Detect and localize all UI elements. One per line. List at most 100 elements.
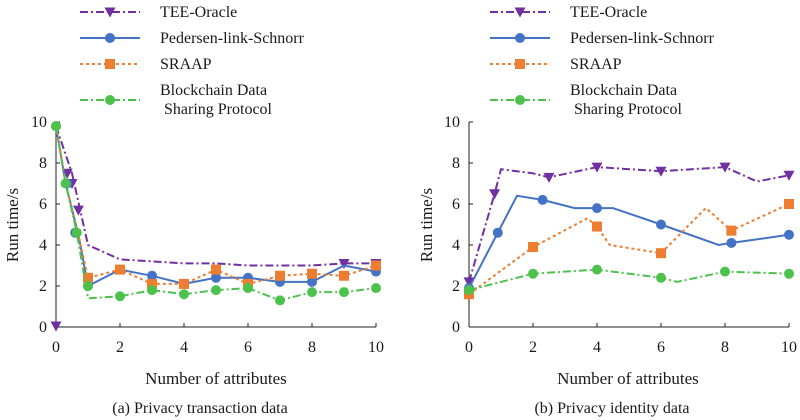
x-tick-label: 4: [180, 339, 188, 356]
chart-caption: (a) Privacy transaction data: [112, 400, 287, 417]
data-point: [528, 268, 538, 279]
legend-label: SRAAP: [160, 56, 212, 73]
legend-marker: [515, 95, 525, 105]
y-tick-label: 6: [39, 196, 47, 213]
x-tick-label: 10: [368, 339, 384, 356]
data-point: [784, 268, 794, 279]
legend-marker: [105, 95, 115, 105]
legend-label: Blockchain Data: [570, 82, 677, 99]
data-point: [50, 321, 62, 332]
legend-label: Pedersen-link-Schnorr: [160, 30, 305, 47]
legend-item: TEE-Oracle: [80, 4, 237, 21]
legend: TEE-Oracle Pedersen-link-Schnorr SRAAP Bloc…: [80, 4, 305, 118]
legend: TEE-Oracle Pedersen-link-Schnorr SRAAP Bloc…: [490, 4, 715, 118]
x-axis-label: Number of attributes: [145, 369, 287, 388]
data-point: [60, 178, 71, 189]
legend-item: SRAAP: [80, 56, 212, 73]
data-point: [243, 283, 253, 294]
data-point: [655, 166, 667, 177]
y-tick-label: 4: [452, 237, 460, 254]
data-point: [543, 172, 555, 183]
y-tick-label: 0: [452, 319, 460, 336]
x-tick-label: 2: [116, 339, 124, 356]
data-point: [489, 189, 501, 200]
data-point: [275, 270, 285, 281]
legend-marker: [105, 59, 115, 69]
data-point: [339, 287, 349, 298]
data-point: [275, 295, 285, 306]
legend-label: Sharing Protocol: [570, 101, 683, 118]
legend-label: TEE-Oracle: [570, 4, 647, 21]
legend-label: Sharing Protocol: [160, 101, 273, 118]
data-point: [83, 272, 93, 283]
data-point: [338, 258, 350, 269]
data-point: [211, 285, 221, 296]
y-tick-label: 10: [31, 114, 47, 131]
data-point: [307, 287, 317, 298]
legend-item: SRAAP: [490, 56, 622, 73]
legend-label: SRAAP: [570, 56, 622, 73]
y-tick-label: 2: [39, 278, 47, 295]
series-line: [468, 268, 790, 292]
data-point: [211, 272, 221, 283]
series-line: [55, 125, 377, 285]
data-point: [211, 264, 221, 275]
data-point: [115, 291, 125, 302]
data-point: [83, 281, 93, 291]
data-point: [307, 268, 317, 279]
data-point: [656, 248, 666, 259]
legend-label: Blockchain Data: [160, 82, 267, 99]
panel-privacy-transaction-data: Run time/s Number of attributes (a) Priv…: [3, 4, 384, 417]
series-line: [468, 166, 790, 283]
data-point: [179, 278, 189, 289]
y-tick-label: 6: [452, 196, 460, 213]
x-axis-label: Number of attributes: [557, 369, 699, 388]
data-point: [371, 283, 381, 294]
data-point: [656, 272, 666, 283]
x-tick-label: 8: [308, 339, 316, 356]
y-tick-label: 10: [444, 114, 460, 131]
data-point: [784, 229, 794, 240]
y-tick-label: 8: [39, 155, 47, 172]
legend-item: Blockchain Data Sharing Protocol: [80, 82, 273, 118]
series-tee-oracle: [463, 162, 795, 288]
data-point: [528, 242, 538, 253]
chart-caption: (b) Privacy identity data: [534, 400, 689, 417]
axes: 0 2 4 6 8 10 0 2 4 6 8 10: [444, 114, 797, 356]
data-point: [783, 170, 795, 181]
series-line: [55, 125, 377, 288]
series-line: [468, 203, 790, 296]
legend-item: Pedersen-link-Schnorr: [490, 30, 715, 47]
legend-marker: [515, 59, 525, 69]
x-tick-label: 6: [657, 339, 665, 356]
series-blockchain-data-sharing-protocol: [464, 264, 794, 296]
legend-marker: [104, 7, 116, 18]
axes: 0 2 4 6 8 10 0 2 4 6 8 10: [31, 114, 384, 356]
data-point: [307, 276, 317, 287]
data-point: [179, 289, 189, 300]
data-point: [591, 162, 603, 173]
x-tick-label: 2: [529, 339, 537, 356]
x-tick-label: 0: [465, 339, 473, 356]
series-pedersen-link-schnorr: [464, 194, 794, 294]
data-point: [720, 266, 730, 277]
x-tick-label: 8: [721, 339, 729, 356]
data-point: [592, 264, 602, 275]
data-point: [147, 285, 157, 296]
series-line: [55, 125, 376, 267]
data-point: [719, 162, 731, 173]
data-point: [147, 278, 157, 289]
series-blockchain-data-sharing-protocol: [51, 121, 381, 306]
data-point: [115, 264, 125, 275]
legend-marker: [515, 33, 525, 43]
data-point: [463, 277, 475, 288]
data-point: [592, 203, 602, 214]
y-axis-label: Run time/s: [3, 188, 22, 262]
panel-privacy-identity-data: Run time/s Number of attributes (b) Priv…: [417, 4, 797, 417]
data-point: [464, 285, 474, 296]
legend-label: Pedersen-link-Schnorr: [570, 30, 715, 47]
y-tick-label: 8: [452, 155, 460, 172]
data-point: [72, 205, 84, 216]
data-point: [592, 221, 602, 232]
